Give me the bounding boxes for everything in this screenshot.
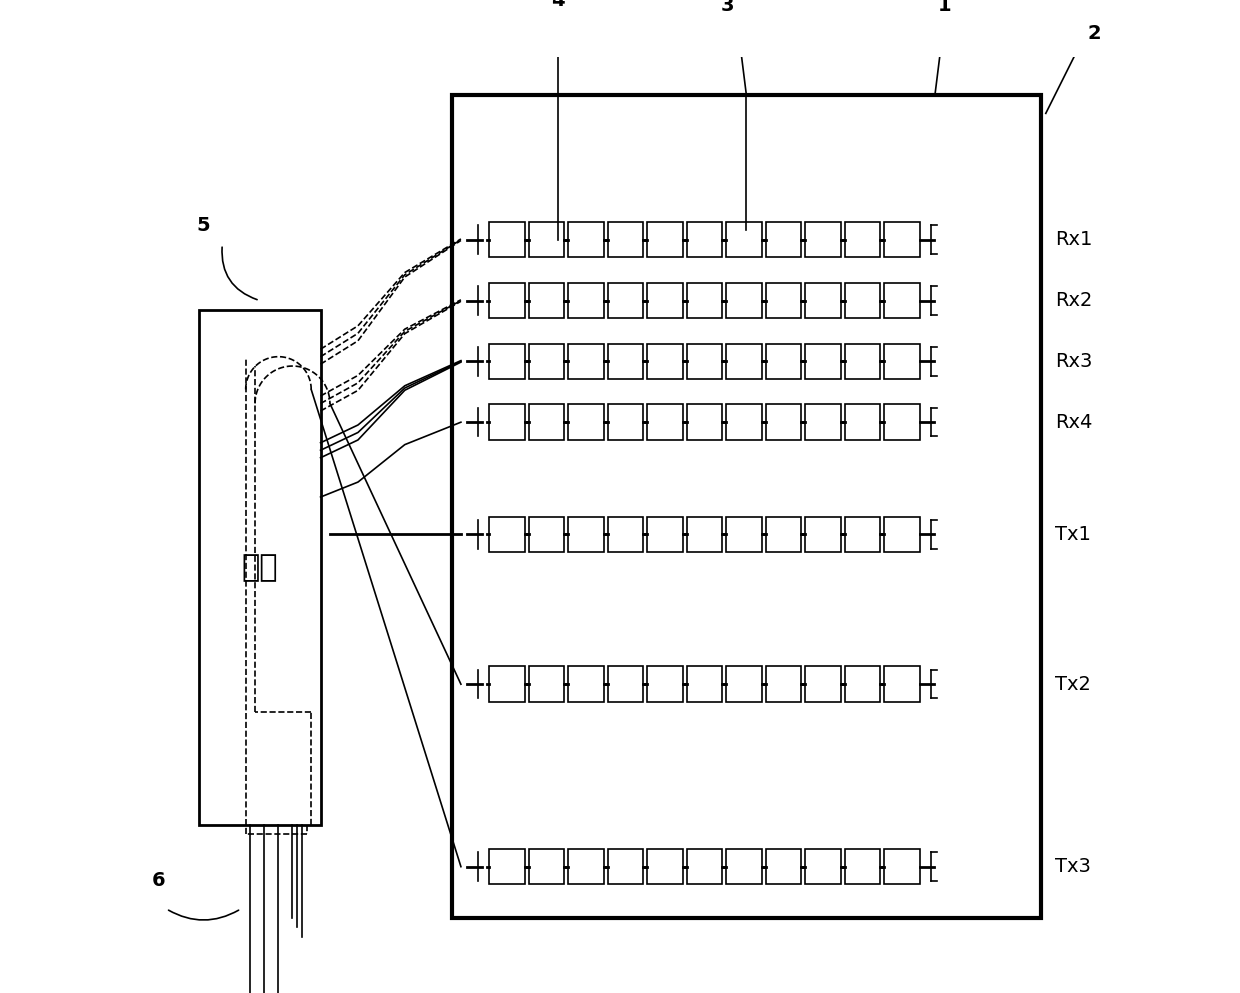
FancyBboxPatch shape [727, 344, 761, 379]
FancyBboxPatch shape [490, 516, 525, 552]
FancyBboxPatch shape [727, 516, 761, 552]
FancyBboxPatch shape [805, 283, 841, 319]
FancyBboxPatch shape [490, 283, 525, 319]
FancyBboxPatch shape [608, 344, 644, 379]
Text: Tx3: Tx3 [1055, 857, 1091, 876]
FancyBboxPatch shape [687, 404, 723, 440]
Text: 4: 4 [551, 0, 564, 11]
FancyBboxPatch shape [727, 849, 761, 885]
FancyBboxPatch shape [805, 849, 841, 885]
FancyBboxPatch shape [568, 283, 604, 319]
FancyBboxPatch shape [647, 666, 683, 702]
FancyBboxPatch shape [727, 283, 761, 319]
FancyBboxPatch shape [490, 221, 525, 257]
FancyBboxPatch shape [608, 221, 644, 257]
FancyBboxPatch shape [884, 404, 920, 440]
FancyBboxPatch shape [608, 666, 644, 702]
FancyBboxPatch shape [884, 344, 920, 379]
FancyBboxPatch shape [766, 283, 801, 319]
Text: Rx3: Rx3 [1055, 352, 1092, 370]
FancyBboxPatch shape [528, 344, 564, 379]
FancyBboxPatch shape [805, 404, 841, 440]
FancyBboxPatch shape [766, 221, 801, 257]
FancyBboxPatch shape [687, 221, 723, 257]
FancyBboxPatch shape [844, 344, 880, 379]
FancyBboxPatch shape [608, 849, 644, 885]
FancyBboxPatch shape [608, 404, 644, 440]
FancyBboxPatch shape [844, 404, 880, 440]
FancyBboxPatch shape [647, 344, 683, 379]
FancyBboxPatch shape [844, 516, 880, 552]
FancyBboxPatch shape [687, 849, 723, 885]
FancyBboxPatch shape [805, 344, 841, 379]
FancyBboxPatch shape [528, 849, 564, 885]
FancyBboxPatch shape [766, 404, 801, 440]
FancyBboxPatch shape [844, 666, 880, 702]
FancyBboxPatch shape [528, 221, 564, 257]
Text: Tx2: Tx2 [1055, 674, 1091, 694]
Text: Rx2: Rx2 [1055, 291, 1092, 310]
Text: 3: 3 [720, 0, 734, 15]
FancyBboxPatch shape [766, 516, 801, 552]
FancyBboxPatch shape [766, 849, 801, 885]
FancyBboxPatch shape [608, 516, 644, 552]
FancyBboxPatch shape [766, 344, 801, 379]
FancyBboxPatch shape [805, 516, 841, 552]
FancyBboxPatch shape [647, 221, 683, 257]
FancyBboxPatch shape [198, 310, 321, 824]
FancyBboxPatch shape [884, 221, 920, 257]
Text: 1: 1 [937, 0, 951, 15]
Text: 2: 2 [1087, 25, 1101, 44]
FancyBboxPatch shape [647, 283, 683, 319]
FancyBboxPatch shape [687, 283, 723, 319]
FancyBboxPatch shape [568, 849, 604, 885]
FancyBboxPatch shape [490, 666, 525, 702]
FancyBboxPatch shape [568, 344, 604, 379]
FancyBboxPatch shape [805, 221, 841, 257]
FancyBboxPatch shape [884, 283, 920, 319]
FancyBboxPatch shape [727, 666, 761, 702]
Text: 6: 6 [153, 871, 166, 890]
FancyBboxPatch shape [844, 221, 880, 257]
Text: 芯片: 芯片 [242, 553, 278, 582]
FancyBboxPatch shape [727, 221, 761, 257]
FancyBboxPatch shape [844, 283, 880, 319]
FancyBboxPatch shape [528, 283, 564, 319]
Text: Rx1: Rx1 [1055, 230, 1092, 249]
Text: Tx1: Tx1 [1055, 525, 1091, 544]
FancyBboxPatch shape [884, 666, 920, 702]
FancyBboxPatch shape [490, 344, 525, 379]
FancyBboxPatch shape [647, 516, 683, 552]
FancyBboxPatch shape [647, 404, 683, 440]
FancyBboxPatch shape [568, 221, 604, 257]
FancyBboxPatch shape [528, 404, 564, 440]
FancyBboxPatch shape [528, 516, 564, 552]
FancyBboxPatch shape [568, 516, 604, 552]
FancyBboxPatch shape [528, 666, 564, 702]
FancyBboxPatch shape [490, 404, 525, 440]
FancyBboxPatch shape [884, 516, 920, 552]
FancyBboxPatch shape [727, 404, 761, 440]
FancyBboxPatch shape [490, 849, 525, 885]
FancyBboxPatch shape [608, 283, 644, 319]
FancyBboxPatch shape [805, 666, 841, 702]
FancyBboxPatch shape [687, 516, 723, 552]
FancyBboxPatch shape [451, 94, 1042, 919]
FancyBboxPatch shape [647, 849, 683, 885]
FancyBboxPatch shape [884, 849, 920, 885]
FancyBboxPatch shape [568, 404, 604, 440]
FancyBboxPatch shape [766, 666, 801, 702]
Text: 5: 5 [197, 216, 211, 235]
FancyBboxPatch shape [687, 344, 723, 379]
FancyBboxPatch shape [687, 666, 723, 702]
Text: Rx4: Rx4 [1055, 413, 1092, 432]
FancyBboxPatch shape [568, 666, 604, 702]
FancyBboxPatch shape [844, 849, 880, 885]
